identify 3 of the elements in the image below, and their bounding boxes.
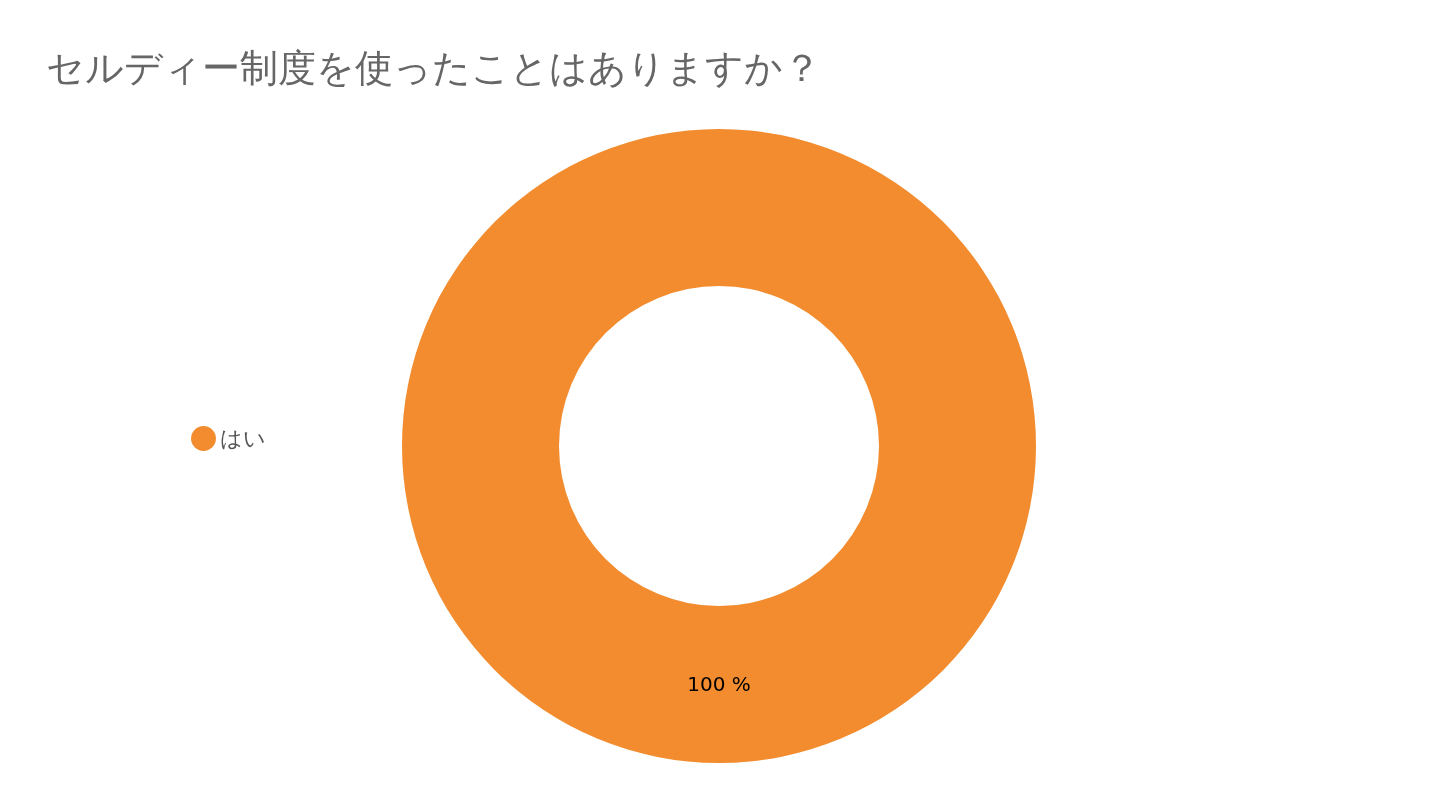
data-label: 100 % — [687, 671, 751, 696]
chart-title: セルディー制度を使ったことはありますか？ — [46, 46, 821, 90]
legend-label: はい — [220, 425, 266, 451]
